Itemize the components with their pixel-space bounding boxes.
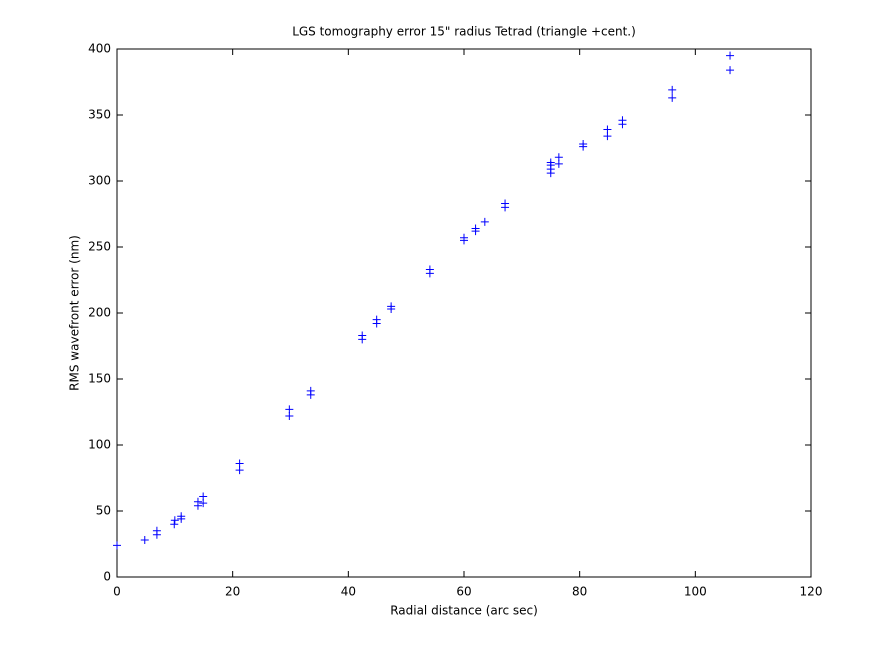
y-axis-label: RMS wavefront error (nm) xyxy=(68,235,82,391)
data-point xyxy=(501,199,510,208)
data-point xyxy=(546,158,555,167)
data-point xyxy=(177,512,186,521)
y-tick-label: 200 xyxy=(88,306,111,320)
data-point xyxy=(480,217,489,226)
data-point xyxy=(235,459,244,468)
y-tick-label: 400 xyxy=(88,42,111,56)
data-point xyxy=(170,520,179,529)
data-point xyxy=(306,386,315,395)
data-point xyxy=(668,85,677,94)
data-point xyxy=(372,315,381,324)
y-tick-label: 350 xyxy=(88,108,111,122)
x-axis-label: Radial distance (arc sec) xyxy=(390,604,538,618)
data-point xyxy=(387,302,396,311)
data-point xyxy=(726,51,735,60)
x-tick-label: 20 xyxy=(225,585,240,599)
data-point xyxy=(152,526,161,535)
data-point xyxy=(460,233,468,242)
y-tick-label: 150 xyxy=(88,372,111,386)
x-tick-label: 60 xyxy=(456,585,471,599)
x-tick-label: 100 xyxy=(684,585,707,599)
data-point xyxy=(618,116,627,125)
data-point xyxy=(603,125,612,134)
data-point xyxy=(285,405,294,414)
data-point xyxy=(170,516,179,525)
data-point xyxy=(199,492,208,501)
y-tick-label: 250 xyxy=(88,240,111,254)
y-tick-label: 0 xyxy=(103,570,111,584)
data-point xyxy=(554,153,563,162)
data-point xyxy=(358,331,367,340)
data-point xyxy=(425,265,434,274)
y-tick-label: 300 xyxy=(88,174,111,188)
data-point xyxy=(113,541,121,550)
data-point xyxy=(668,93,677,102)
y-tick-label: 100 xyxy=(88,438,111,452)
x-tick-label: 0 xyxy=(113,585,121,599)
data-point xyxy=(140,536,149,545)
data-point xyxy=(471,224,480,233)
y-tick-label: 50 xyxy=(96,504,111,518)
x-tick-label: 120 xyxy=(800,585,823,599)
chart-title: LGS tomography error 15" radius Tetrad (… xyxy=(292,25,636,39)
x-tick-label: 40 xyxy=(341,585,356,599)
data-point xyxy=(193,497,202,506)
data-point xyxy=(579,140,588,149)
data-point xyxy=(726,66,735,75)
x-tick-label: 80 xyxy=(572,585,587,599)
